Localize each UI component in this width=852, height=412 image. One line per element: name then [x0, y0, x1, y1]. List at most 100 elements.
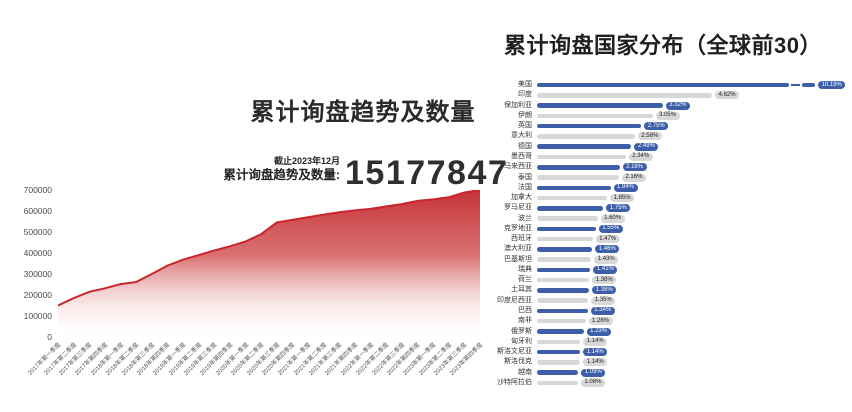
bar-row: 土耳其 1.38%: [450, 285, 850, 295]
bar: [537, 226, 596, 232]
bar: [537, 206, 604, 211]
country-label: 波兰: [518, 214, 532, 222]
bar-row: 波兰 1.60%: [450, 213, 850, 223]
value-pill: 1.85%: [610, 194, 635, 203]
country-label: 泰国: [518, 173, 532, 181]
bar: [537, 165, 620, 170]
country-label: 斯洛伐克: [504, 358, 532, 366]
country-label: 澳大利亚: [504, 245, 532, 253]
bar-row: 法国 1.94%: [450, 183, 850, 193]
country-label: 斯洛文尼亚: [497, 348, 532, 356]
country-label: 克罗地亚: [504, 224, 532, 232]
value-pill: 1.09%: [581, 368, 606, 377]
country-label: 南非: [518, 317, 532, 325]
bar: [537, 308, 588, 314]
right-chart-title: 累计询盘国家分布（全球前30）: [504, 33, 822, 58]
bar-row: 荷兰 1.38%: [450, 275, 850, 285]
y-tick-label: 600000: [23, 206, 52, 216]
bar-row: 西班牙 1.47%: [450, 234, 850, 244]
value-pill: 1.34%: [590, 306, 615, 315]
country-label: 瑞典: [518, 265, 532, 273]
y-tick-label: 400000: [23, 248, 52, 258]
value-pill: 1.60%: [600, 214, 625, 223]
bar: [537, 288, 590, 293]
stat-labels: 截止2023年12月 累计询盘趋势及数量:: [140, 155, 340, 184]
country-label: 德国: [518, 142, 532, 150]
bar-row: 瑞典 1.41%: [450, 265, 850, 275]
axis-break-dash: [791, 84, 800, 86]
value-pill: 1.14%: [583, 348, 608, 357]
y-tick-label: 200000: [23, 290, 52, 300]
country-label: 俄罗斯: [511, 327, 532, 335]
bar: [537, 144, 632, 149]
bar-row: 巴西 1.34%: [450, 306, 850, 316]
bar: [537, 103, 663, 108]
bar-row: 越南 1.09%: [450, 367, 850, 377]
bar-row: 德国 2.49%: [450, 142, 850, 152]
area-fill: [58, 190, 480, 337]
bar: [537, 93, 713, 98]
value-pill: 1.23%: [586, 327, 611, 336]
left-chart-title: 累计询盘趋势及数量: [250, 99, 476, 126]
bar-row: 泰国 2.16%: [450, 172, 850, 182]
bar: [537, 113, 653, 119]
bar: [537, 339, 581, 345]
value-pill: 2.58%: [637, 132, 662, 141]
y-tick-label: 700000: [23, 185, 52, 195]
bar: [537, 216, 598, 221]
bar: [537, 236, 593, 242]
value-pill: 1.55%: [598, 224, 623, 233]
value-pill: 1.94%: [613, 183, 638, 192]
value-pill: 2.75%: [644, 122, 669, 131]
area-chart: [58, 190, 480, 337]
value-pill: 1.08%: [580, 378, 605, 387]
value-pill: 1.41%: [593, 265, 618, 274]
bar-segment: [802, 82, 815, 88]
country-label: 沙特阿拉伯: [497, 378, 532, 386]
country-label: 意大利: [511, 132, 532, 140]
bar-row: 加拿大 1.85%: [450, 193, 850, 203]
country-label: 印度尼西亚: [497, 296, 532, 304]
bar-row: 罗马尼亚 1.75%: [450, 203, 850, 213]
y-tick-label: 100000: [23, 311, 52, 321]
country-label: 伊朗: [518, 111, 532, 119]
bar-row: 斯洛文尼亚 1.14%: [450, 347, 850, 357]
bar: [537, 247, 593, 252]
bar-row: 印度尼西亚 1.35%: [450, 296, 850, 306]
value-pill: 2.18%: [622, 163, 647, 172]
bar-segment: [537, 82, 789, 88]
country-label: 保加利亚: [504, 101, 532, 109]
bar: [537, 154, 626, 160]
bar-row: 南非 1.28%: [450, 316, 850, 326]
value-pill: 1.14%: [583, 337, 608, 346]
bar: [537, 195, 608, 201]
value-pill: 1.38%: [592, 276, 617, 285]
bar: [537, 298, 589, 303]
value-pill: 1.43%: [594, 255, 619, 264]
bar: [537, 185, 611, 191]
bar: [537, 329, 584, 334]
country-label: 马来西亚: [504, 163, 532, 171]
bar-row: 美国 10.19%: [450, 80, 850, 90]
country-label: 荷兰: [518, 276, 532, 284]
bar-row: 保加利亚 3.32%: [450, 101, 850, 111]
bar-chart: 美国 10.19% 印度 4.62% 保加利亚 3.32% 伊朗 3.05% 英国 2.75% 意大…: [450, 80, 850, 390]
country-label: 土耳其: [511, 286, 532, 294]
bar: [537, 267, 591, 273]
bar-row: 斯洛伐克 1.14%: [450, 357, 850, 367]
y-tick-label: 300000: [23, 269, 52, 279]
value-pill: 1.35%: [591, 296, 616, 305]
bar: [537, 380, 578, 386]
country-label: 罗马尼亚: [504, 204, 532, 212]
country-label: 巴基斯坦: [504, 255, 532, 263]
bar-row: 克罗地亚 1.55%: [450, 224, 850, 234]
bar-row: 英国 2.75%: [450, 121, 850, 131]
value-pill: 10.19%: [818, 81, 846, 90]
country-label: 墨西哥: [511, 152, 532, 160]
bar-row: 意大利 2.58%: [450, 131, 850, 141]
country-label: 巴西: [518, 306, 532, 314]
bar-row: 巴基斯坦 1.43%: [450, 255, 850, 265]
country-label: 美国: [518, 81, 532, 89]
value-pill: 2.16%: [621, 173, 646, 182]
y-tick-label: 500000: [23, 227, 52, 237]
